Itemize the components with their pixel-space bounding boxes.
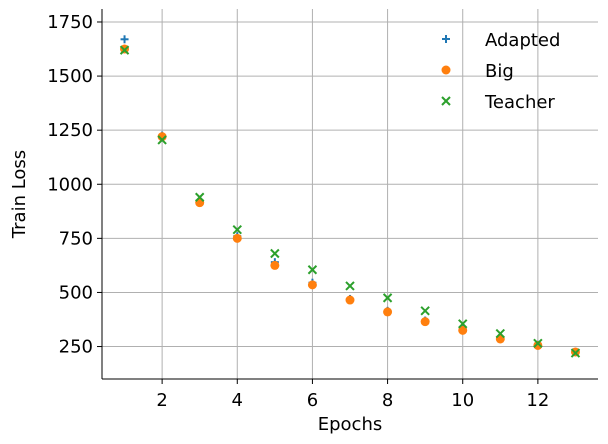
legend-label-teacher: Teacher [484, 92, 555, 113]
y-tick-label: 1250 [47, 120, 93, 141]
x-tick-label: 8 [382, 390, 393, 411]
data-points [119, 35, 581, 358]
data-point-big [383, 307, 393, 317]
data-point-teacher [495, 328, 506, 339]
x-tick-label: 4 [232, 390, 243, 411]
data-point-teacher [119, 45, 130, 55]
data-point-teacher [270, 248, 280, 259]
data-point-teacher [458, 319, 468, 329]
data-point-big [270, 260, 280, 270]
data-point-big [345, 295, 355, 305]
y-tick-label: 1000 [47, 174, 93, 195]
data-point-teacher [533, 338, 543, 349]
legend-label-adapted: Adapted [485, 30, 560, 51]
data-point-adapted [120, 35, 129, 44]
data-point-big [458, 325, 468, 335]
legend: Adapted Big Teacher [441, 30, 560, 113]
y-axis-title: Train Loss [9, 150, 30, 239]
x-tick-label: 6 [307, 390, 318, 411]
data-point-teacher [307, 265, 318, 275]
legend-marker-teacher [441, 96, 451, 106]
legend-marker-big [441, 65, 451, 75]
data-point-big [533, 340, 543, 350]
data-point-teacher [570, 348, 581, 358]
y-tick-label: 750 [59, 228, 93, 249]
x-tick-label: 12 [526, 390, 549, 411]
data-point-teacher [382, 293, 393, 303]
y-tick-label: 250 [59, 337, 93, 358]
data-point-big [232, 233, 242, 243]
data-point-big [307, 280, 317, 290]
x-axis-title: Epochs [318, 414, 383, 435]
grid [102, 9, 598, 379]
data-point-big [420, 317, 430, 327]
data-point-teacher [420, 306, 430, 316]
y-tick-label: 1750 [47, 12, 93, 33]
legend-marker-adapted [442, 35, 450, 43]
legend-markers [441, 35, 451, 106]
data-point-teacher [157, 135, 167, 145]
legend-label-big: Big [485, 61, 514, 82]
axes: 2 4 6 8 10 12 250 500 750 1000 1250 1500 1750 [47, 9, 598, 411]
data-point-teacher [232, 224, 242, 235]
data-point-teacher [194, 192, 205, 202]
data-point-teacher [345, 281, 355, 291]
x-tick-label: 2 [156, 390, 167, 411]
y-tick-label: 1500 [47, 66, 93, 87]
x-tick-label: 10 [451, 390, 474, 411]
y-tick-label: 500 [59, 282, 93, 303]
